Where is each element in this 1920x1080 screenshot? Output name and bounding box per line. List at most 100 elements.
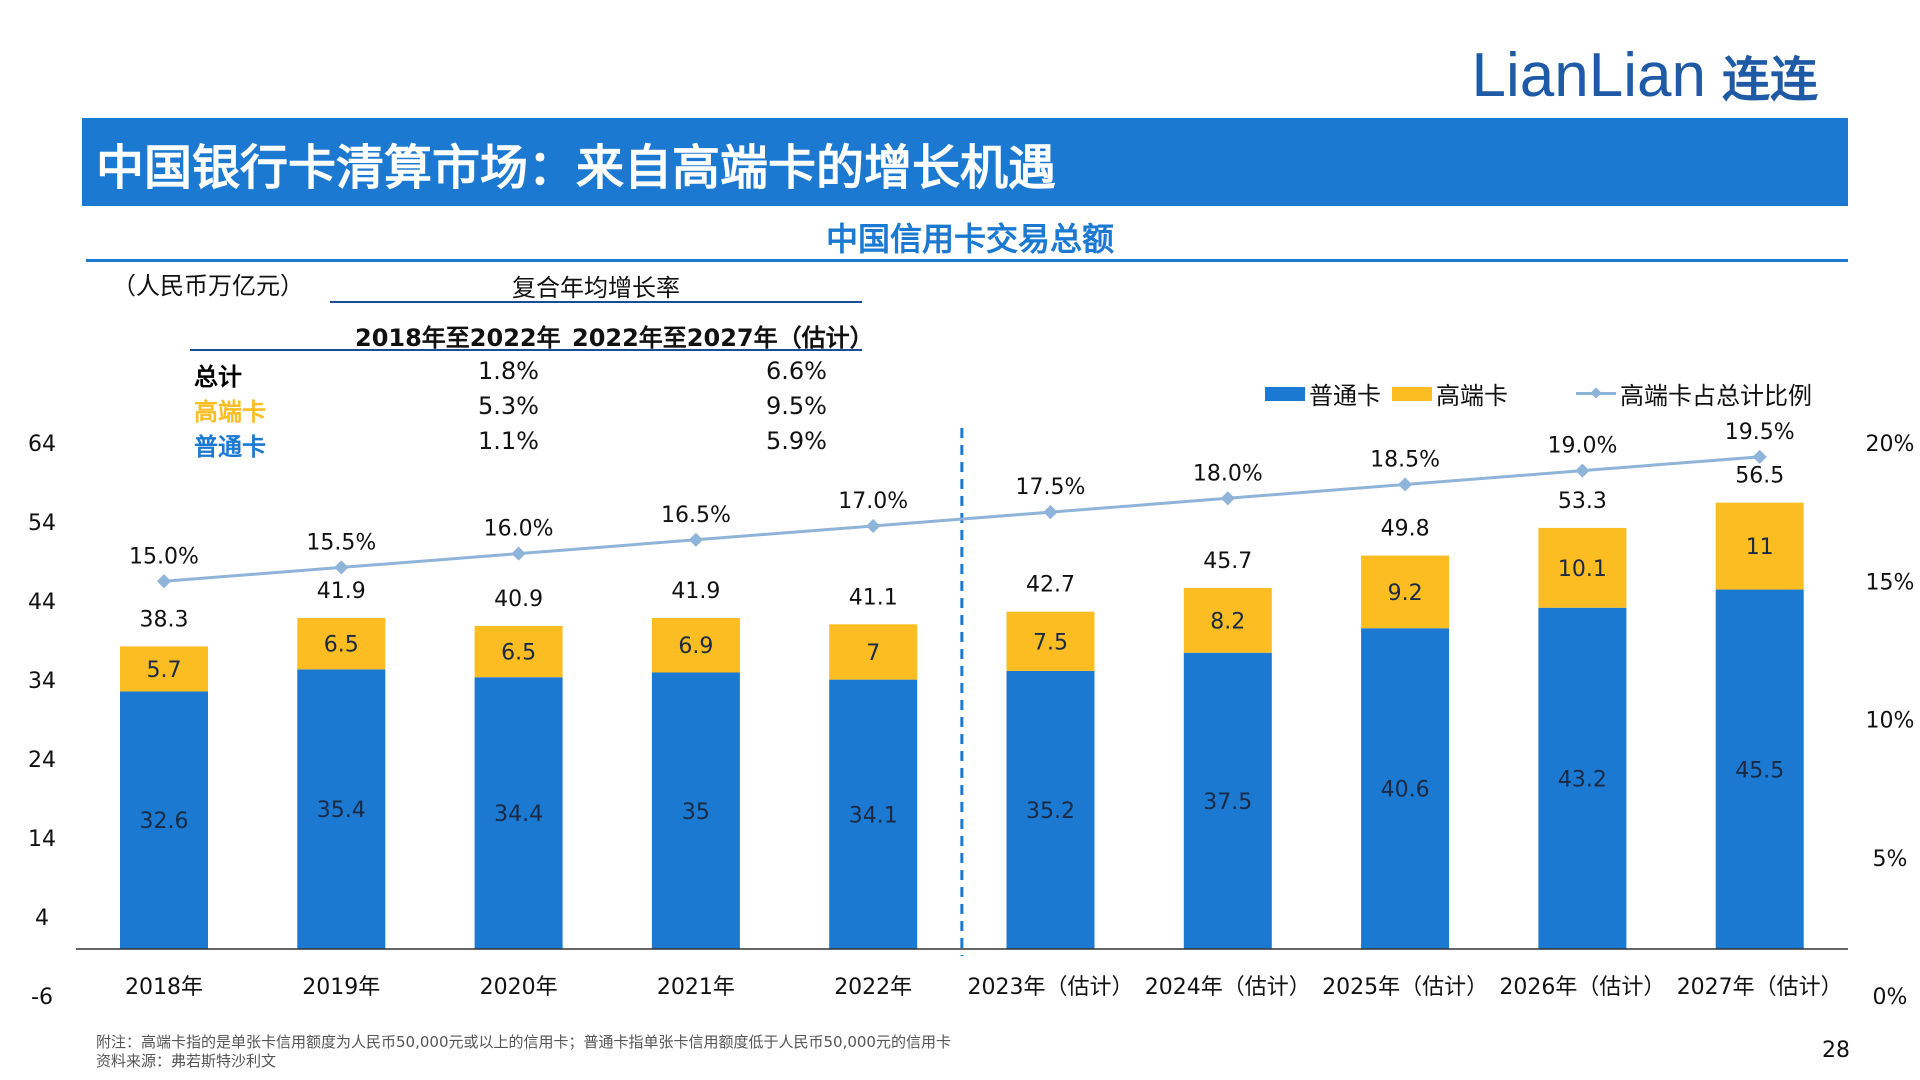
bar-ordinary [651,672,740,949]
ratio-label: 16.0% [484,517,554,542]
data-label-premium: 6.5 [324,633,359,658]
cagr-column-header: 2022年至2027年（估计） [572,324,874,352]
data-label-ordinary: 35.4 [317,798,366,823]
y-left-tick-label: 54 [28,511,56,536]
ratio-label: 16.5% [661,503,731,528]
data-label-premium: 10.1 [1558,557,1607,582]
y-right-tick-label: 15% [1866,570,1915,595]
bar-premium [474,625,563,678]
x-tick-label: 2022年 [834,975,912,1000]
bar-ordinary [829,679,918,949]
data-label-premium: 6.9 [678,634,713,659]
legend-label: 普通卡 [1309,382,1381,410]
ratio-label: 15.5% [306,530,376,555]
data-label-ordinary: 34.4 [494,802,543,827]
data-label-ordinary: 37.5 [1203,790,1252,815]
ratio-point [156,574,172,589]
ratio-label: 19.0% [1547,434,1617,459]
y-right-tick-label: 10% [1866,709,1915,734]
data-label-ordinary: 35 [682,800,710,825]
cagr-value: 6.6% [766,357,827,385]
y-right-tick-label: 5% [1873,847,1908,872]
bar-ordinary [474,677,563,949]
bar-ordinary [297,669,386,949]
bar-ordinary [1715,589,1804,949]
bar-premium [1361,555,1450,629]
data-label-total: 53.3 [1558,489,1607,514]
legend-swatch [1392,386,1432,401]
bar-ordinary [1361,628,1450,949]
x-tick-label: 2020年 [480,975,558,1000]
data-label-ordinary: 34.1 [849,803,898,828]
cagr-table-rule [330,301,862,303]
ratio-label: 19.5% [1725,420,1795,445]
data-label-ordinary: 32.6 [140,809,189,834]
bar-premium [1715,502,1804,590]
data-label-total: 38.3 [140,607,189,632]
x-tick-label: 2024年（估计） [1145,975,1311,1000]
bar-ordinary [1538,607,1627,949]
ratio-line [163,455,1760,583]
data-label-premium: 7.5 [1033,630,1068,655]
x-tick-label: 2023年（估计） [968,975,1134,1000]
y-left-tick-label: 4 [35,906,49,931]
page-title: 中国银行卡清算市场：来自高端卡的增长机遇 [96,140,1057,196]
legend-label: 高端卡 [1436,382,1508,410]
cagr-value: 9.5% [766,392,827,420]
data-label-total: 41.9 [317,579,366,604]
ratio-point [1043,505,1058,520]
cagr-value: 5.3% [478,392,539,420]
company-logo: LianLian 连连 [1472,40,1818,111]
data-label-premium: 7 [866,641,880,666]
bar-premium [297,617,386,670]
ratio-point [511,546,526,561]
data-label-ordinary: 35.2 [1026,799,1075,824]
footnote: 附注：高端卡指的是单张卡信用额度为人民币50,000元或以上的信用卡；普通卡指单… [96,1033,951,1051]
data-label-premium: 9.2 [1388,581,1423,606]
legend-swatch [1265,386,1305,401]
data-label-premium: 6.5 [501,641,536,666]
bar-ordinary [120,691,208,949]
bar-premium [651,617,740,673]
bar-premium [829,624,918,680]
cagr-table-rule [190,349,862,351]
cagr-row-label-ordinary: 普通卡 [194,433,266,461]
chart-title-underline [86,259,1848,262]
legend-item-ratio: 高端卡占总计比例 [1576,376,1812,411]
cagr-row-label-premium: 高端卡 [194,398,266,426]
data-label-premium: 11 [1746,535,1774,560]
y-right-tick-label: 0% [1873,985,1908,1010]
ratio-label: 18.5% [1370,447,1440,472]
y-left-tick-label: 14 [28,827,56,852]
data-label-total: 40.9 [494,587,543,612]
bar-ordinary [1183,652,1272,949]
ratio-label: 15.0% [129,544,199,569]
y-left-tick-label: 64 [28,432,56,457]
data-label-premium: 5.7 [147,658,182,683]
data-label-premium: 8.2 [1210,609,1245,634]
y-left-tick-label: 34 [28,669,56,694]
chart-title: 中国信用卡交易总额 [825,220,1114,258]
data-label-total: 45.7 [1203,549,1252,574]
logo-text: LianLian [1471,41,1706,110]
ratio-point [1752,449,1767,464]
legend-item-premium: 高端卡 [1392,376,1508,411]
ratio-point [866,518,881,534]
title-bar [82,118,1848,206]
bar-premium [1006,611,1095,671]
ratio-point [1575,463,1590,478]
y-left-tick-label: 24 [28,748,56,773]
legend-line-marker [1576,392,1616,395]
ratio-point [334,560,349,575]
ratio-label: 17.0% [838,489,908,514]
ratio-point [1220,491,1235,506]
x-tick-label: 2026年（估计） [1499,975,1665,1000]
unit-label: （人民币万亿元） [112,272,304,300]
data-label-total: 56.5 [1735,464,1784,489]
x-tick-label: 2021年 [657,975,735,1000]
x-tick-label: 2019年 [302,975,380,1000]
source-note: 资料来源：弗若斯特沙利文 [96,1052,277,1070]
x-tick-label: 2018年 [125,975,203,1000]
page-number: 28 [1822,1038,1850,1063]
